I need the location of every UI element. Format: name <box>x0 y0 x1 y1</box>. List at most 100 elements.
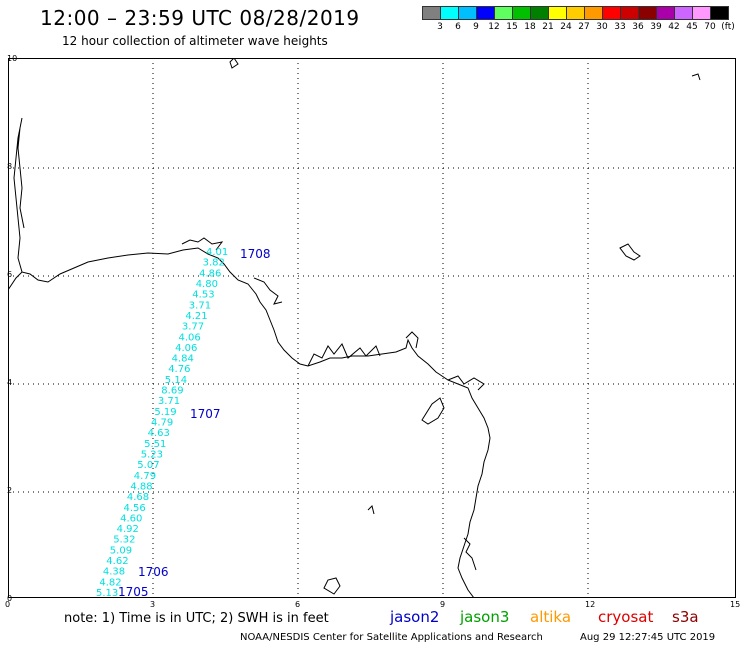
scale-swatch <box>440 6 459 20</box>
swh-value: 3.71 <box>189 300 211 311</box>
swh-value: 4.01 <box>206 247 228 258</box>
generated-timestamp: Aug 29 12:27:45 UTC 2019 <box>580 632 716 643</box>
scale-label: 18 <box>524 22 536 32</box>
swh-value: 4.82 <box>99 577 121 588</box>
inlet-outline <box>463 537 477 571</box>
coastline <box>8 58 701 598</box>
track-time-label: 1707 <box>190 407 221 421</box>
wave-height-color-scale <box>422 6 729 20</box>
y-tick-label: 6 <box>7 270 13 279</box>
scale-label: 39 <box>650 22 662 32</box>
scale-swatch <box>566 6 585 20</box>
swh-value: 5.13 <box>96 588 118 598</box>
map-canvas: 4.013.824.864.804.533.714.213.774.064.06… <box>8 58 736 598</box>
swh-value: 5.51 <box>144 439 166 450</box>
swh-value: 4.56 <box>124 503 146 514</box>
scale-label: 21 <box>542 22 554 32</box>
scale-swatch <box>584 6 603 20</box>
swh-value: 3.71 <box>158 396 180 407</box>
y-tick-label: 10 <box>7 54 18 63</box>
swh-value: 4.92 <box>117 524 139 535</box>
scale-label: 12 <box>488 22 500 32</box>
satellite-legend-item: s3a <box>672 608 699 626</box>
island-outline <box>691 73 701 81</box>
coastline-florida-west <box>13 117 25 273</box>
track-time-label: 1705 <box>118 585 149 598</box>
scale-label: 42 <box>668 22 680 32</box>
y-tick-label: 0 <box>7 594 13 603</box>
scale-label: 9 <box>473 22 479 32</box>
swh-value: 5.09 <box>110 545 132 556</box>
swh-value: 5.07 <box>137 460 159 471</box>
scale-label: 36 <box>632 22 644 32</box>
swh-value: 4.60 <box>120 513 142 524</box>
swh-value: 4.53 <box>192 290 214 301</box>
swh-value: 3.82 <box>203 258 225 269</box>
swh-value: 4.06 <box>175 343 197 354</box>
scale-swatch <box>476 6 495 20</box>
bay-east-outline <box>447 375 485 391</box>
y-tick-label: 8 <box>7 162 13 171</box>
swh-value: 5.23 <box>141 450 163 461</box>
swh-value: 4.21 <box>185 311 207 322</box>
y-tick-label: 2 <box>7 486 13 495</box>
x-tick-label: 12 <box>585 600 596 609</box>
scale-label: 30 <box>596 22 608 32</box>
credit-line: NOAA/NESDIS Center for Satellite Applica… <box>240 632 543 643</box>
swh-value: 4.79 <box>134 471 156 482</box>
x-tick-label: 15 <box>730 600 740 609</box>
island-outline <box>229 58 239 69</box>
swh-value: 4.79 <box>151 418 173 429</box>
scale-label: 6 <box>455 22 461 32</box>
y-tick-label: 4 <box>7 378 13 387</box>
subtitle: 12 hour collection of altimeter wave hei… <box>62 34 328 48</box>
scale-swatch <box>530 6 549 20</box>
track-time-label: 1708 <box>240 247 271 261</box>
swh-value: 4.62 <box>106 556 128 567</box>
scale-label: 70 <box>704 22 716 32</box>
scale-swatch <box>458 6 477 20</box>
footer-note: note: 1) Time is in UTC; 2) SWH is in fe… <box>64 611 329 626</box>
swh-value: 4.88 <box>130 481 152 492</box>
island-outline <box>421 397 445 425</box>
satellite-legend-item: cryosat <box>598 608 654 626</box>
scale-swatch <box>494 6 513 20</box>
scale-label: 27 <box>578 22 590 32</box>
scale-swatch <box>656 6 675 20</box>
scale-swatch <box>548 6 567 20</box>
cape-outline <box>405 331 419 349</box>
swh-value: 5.14 <box>165 375 187 386</box>
scale-swatch <box>602 6 621 20</box>
swh-value: 4.06 <box>179 332 201 343</box>
scale-swatch <box>674 6 693 20</box>
swh-value: 3.77 <box>182 322 204 333</box>
x-tick-label: 9 <box>440 600 446 609</box>
swh-value: 8.69 <box>161 386 183 397</box>
title: 12:00 – 23:59 UTC 08/28/2019 <box>40 6 360 30</box>
satellite-legend-item: altika <box>530 608 572 626</box>
coastline-west <box>8 247 491 598</box>
east-coast-outline <box>253 277 283 305</box>
scale-label: 33 <box>614 22 626 32</box>
scale-swatch <box>710 6 729 20</box>
scale-label: (ft) <box>721 22 735 32</box>
scale-swatch <box>620 6 639 20</box>
island-outline <box>619 243 641 261</box>
swh-value: 5.19 <box>154 407 176 418</box>
swh-value: 4.38 <box>103 567 125 578</box>
x-tick-label: 0 <box>5 600 11 609</box>
grid-lines <box>8 58 736 598</box>
swh-value: 4.76 <box>168 364 190 375</box>
swh-value: 5.32 <box>113 535 135 546</box>
scale-swatch <box>638 6 657 20</box>
delta-outline <box>307 343 381 367</box>
scale-label: 45 <box>686 22 698 32</box>
swh-value: 4.68 <box>127 492 149 503</box>
scale-label: 15 <box>506 22 518 32</box>
scale-swatch <box>512 6 531 20</box>
swh-track-values: 4.013.824.864.804.533.714.213.774.064.06… <box>96 247 228 598</box>
swh-value: 4.86 <box>199 268 221 279</box>
swh-value: 4.63 <box>148 428 170 439</box>
track-time-label: 1706 <box>138 565 169 579</box>
swh-value: 4.80 <box>196 279 218 290</box>
